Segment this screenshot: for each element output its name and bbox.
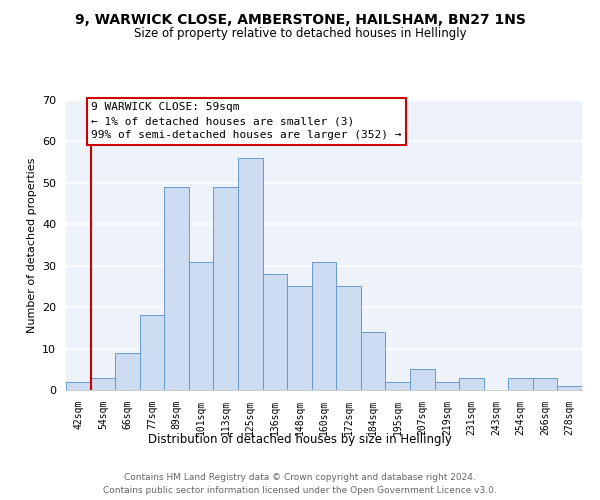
Bar (287, 286, 312, 390)
Bar (115, 352, 140, 390)
Bar (508, 378, 533, 390)
Bar (434, 382, 459, 390)
Bar (385, 382, 410, 390)
Bar (312, 262, 336, 390)
Bar (263, 274, 287, 390)
Bar (66, 382, 91, 390)
Bar (459, 378, 484, 390)
Text: 9 WARWICK CLOSE: 59sqm
← 1% of detached houses are smaller (3)
99% of semi-detac: 9 WARWICK CLOSE: 59sqm ← 1% of detached … (91, 102, 401, 140)
Bar (140, 316, 164, 390)
Bar (557, 386, 582, 390)
Text: Distribution of detached houses by size in Hellingly: Distribution of detached houses by size … (148, 432, 452, 446)
Bar (533, 378, 557, 390)
Bar (189, 262, 214, 390)
Bar (214, 187, 238, 390)
Bar (91, 378, 115, 390)
Text: Contains public sector information licensed under the Open Government Licence v3: Contains public sector information licen… (103, 486, 497, 495)
Y-axis label: Number of detached properties: Number of detached properties (26, 158, 37, 332)
Bar (410, 370, 434, 390)
Text: Size of property relative to detached houses in Hellingly: Size of property relative to detached ho… (134, 28, 466, 40)
Bar (164, 187, 189, 390)
Text: Contains HM Land Registry data © Crown copyright and database right 2024.: Contains HM Land Registry data © Crown c… (124, 472, 476, 482)
Bar (336, 286, 361, 390)
Bar (361, 332, 385, 390)
Bar (238, 158, 263, 390)
Text: 9, WARWICK CLOSE, AMBERSTONE, HAILSHAM, BN27 1NS: 9, WARWICK CLOSE, AMBERSTONE, HAILSHAM, … (74, 12, 526, 26)
